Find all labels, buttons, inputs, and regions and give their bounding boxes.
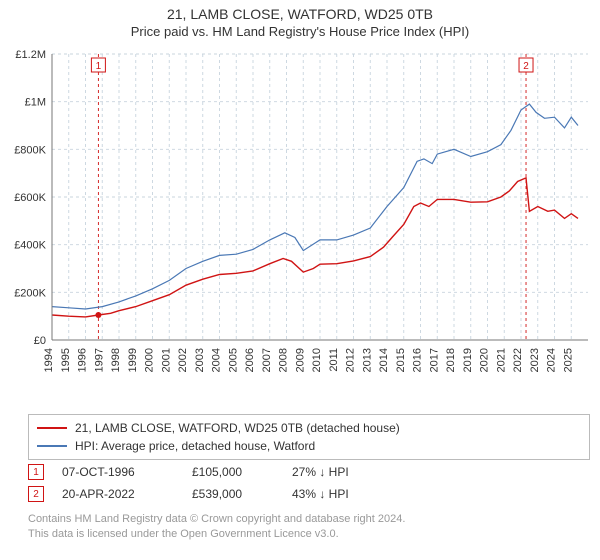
svg-text:2007: 2007 (261, 348, 273, 372)
svg-text:2009: 2009 (294, 348, 306, 372)
transaction-row: 1 07-OCT-1996 £105,000 27% ↓ HPI (28, 462, 412, 482)
legend-item: 21, LAMB CLOSE, WATFORD, WD25 0TB (detac… (37, 419, 581, 437)
svg-text:2004: 2004 (211, 348, 223, 372)
svg-text:£0: £0 (34, 335, 46, 347)
svg-text:2014: 2014 (378, 348, 390, 372)
svg-text:£200K: £200K (14, 287, 46, 299)
legend-swatch (37, 445, 67, 447)
legend-label: HPI: Average price, detached house, Watf… (75, 439, 315, 453)
svg-text:£1M: £1M (25, 97, 46, 109)
svg-text:1999: 1999 (127, 348, 139, 372)
transaction-row: 2 20-APR-2022 £539,000 43% ↓ HPI (28, 484, 412, 504)
line-chart: £0 £200K £400K £600K £800K £1M £1.2M 1994 1995 19… (0, 46, 600, 406)
svg-text:2010: 2010 (311, 348, 323, 372)
svg-text:2016: 2016 (412, 348, 424, 372)
svg-text:2020: 2020 (479, 348, 491, 372)
legend-item: HPI: Average price, detached house, Watf… (37, 437, 581, 455)
svg-text:2013: 2013 (361, 348, 373, 372)
transaction-table: 1 07-OCT-1996 £105,000 27% ↓ HPI 2 20-AP… (28, 462, 412, 506)
transaction-marker: 2 (28, 486, 44, 502)
svg-text:2025: 2025 (562, 348, 574, 372)
svg-text:2021: 2021 (495, 348, 507, 372)
svg-text:2011: 2011 (328, 348, 340, 372)
svg-text:2024: 2024 (546, 348, 558, 372)
svg-text:2019: 2019 (462, 348, 474, 372)
footer-attribution: Contains HM Land Registry data © Crown c… (28, 512, 572, 542)
svg-text:2015: 2015 (395, 348, 407, 372)
svg-text:£400K: £400K (14, 240, 46, 252)
legend-label: 21, LAMB CLOSE, WATFORD, WD25 0TB (detac… (75, 421, 400, 435)
svg-text:1994: 1994 (43, 348, 55, 372)
transaction-date: 20-APR-2022 (62, 487, 192, 501)
transaction-price: £105,000 (192, 465, 292, 479)
chart-area: £0 £200K £400K £600K £800K £1M £1.2M 1994 1995 19… (0, 46, 600, 406)
svg-text:2008: 2008 (278, 348, 290, 372)
svg-text:2005: 2005 (227, 348, 239, 372)
page-subtitle: Price paid vs. HM Land Registry's House … (0, 22, 600, 43)
svg-text:£600K: £600K (14, 192, 46, 204)
svg-text:2017: 2017 (428, 348, 440, 372)
svg-text:1998: 1998 (110, 348, 122, 372)
svg-text:2001: 2001 (160, 348, 172, 372)
svg-text:2002: 2002 (177, 348, 189, 372)
svg-text:2: 2 (523, 61, 529, 72)
svg-text:1996: 1996 (77, 348, 89, 372)
svg-text:2006: 2006 (244, 348, 256, 372)
svg-text:2012: 2012 (345, 348, 357, 372)
svg-text:2003: 2003 (194, 348, 206, 372)
svg-text:1997: 1997 (93, 348, 105, 372)
svg-text:£1.2M: £1.2M (15, 49, 46, 61)
svg-text:£800K: £800K (14, 144, 46, 156)
svg-text:2018: 2018 (445, 348, 457, 372)
transaction-diff: 27% ↓ HPI (292, 465, 412, 479)
transaction-price: £539,000 (192, 487, 292, 501)
footer-line: Contains HM Land Registry data © Crown c… (28, 512, 572, 527)
svg-text:1995: 1995 (60, 348, 72, 372)
transaction-marker: 1 (28, 464, 44, 480)
legend: 21, LAMB CLOSE, WATFORD, WD25 0TB (detac… (28, 414, 590, 460)
transaction-date: 07-OCT-1996 (62, 465, 192, 479)
svg-text:2000: 2000 (144, 348, 156, 372)
svg-text:2023: 2023 (529, 348, 541, 372)
page-title: 21, LAMB CLOSE, WATFORD, WD25 0TB (0, 0, 600, 22)
legend-swatch (37, 427, 67, 429)
svg-text:2022: 2022 (512, 348, 524, 372)
transaction-diff: 43% ↓ HPI (292, 487, 412, 501)
footer-line: This data is licensed under the Open Gov… (28, 527, 572, 542)
svg-text:1: 1 (96, 61, 102, 72)
